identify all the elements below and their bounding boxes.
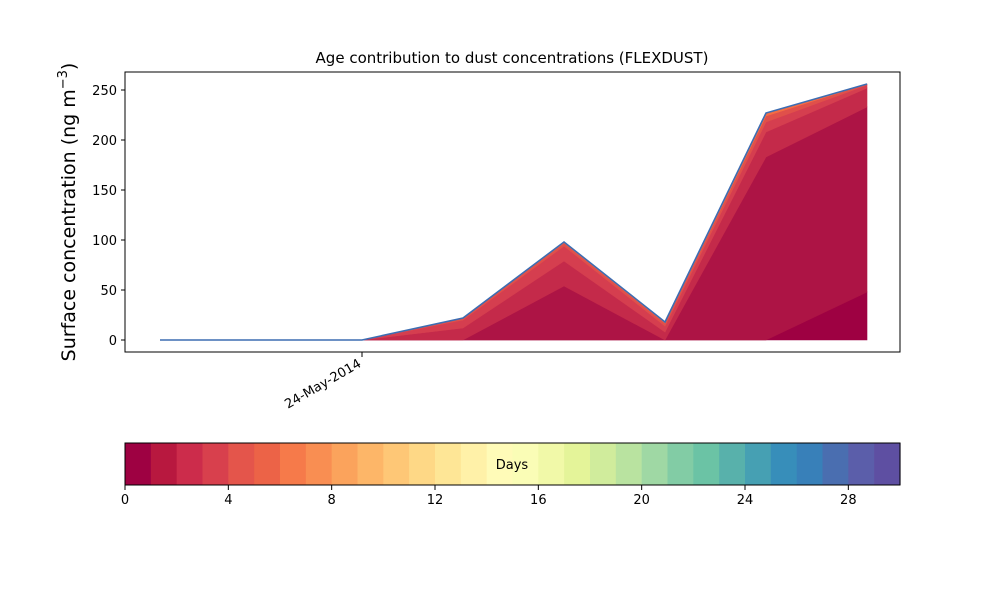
colorbar-swatch <box>460 443 488 485</box>
y-tick-label: 250 <box>92 84 117 99</box>
colorbar-swatch <box>641 443 669 485</box>
colorbar-tick-label: 0 <box>121 493 129 508</box>
colorbar-swatch <box>848 443 875 485</box>
y-tick-label: 100 <box>92 234 117 249</box>
colorbar-swatch <box>693 443 720 485</box>
colorbar-swatch <box>435 443 462 485</box>
colorbar-tick-label: 4 <box>224 493 232 508</box>
colorbar-swatch <box>667 443 694 485</box>
chart-title: Age contribution to dust concentrations … <box>316 49 709 67</box>
colorbar-swatch <box>202 443 229 485</box>
x-tick-label: 24-May-2014 <box>282 356 364 412</box>
y-tick-label: 150 <box>92 184 117 199</box>
colorbar-swatch <box>125 443 152 485</box>
colorbar-swatch <box>331 443 359 485</box>
y-axis-label: Surface concentration (ng m−3) <box>56 63 80 362</box>
colorbar-swatch <box>874 443 901 485</box>
colorbar-swatch <box>305 443 333 485</box>
colorbar-tick-label: 16 <box>530 493 547 508</box>
colorbar-swatch <box>538 443 565 485</box>
colorbar-swatch <box>822 443 849 485</box>
colorbar: 0 4 8 12 16 20 24 28 <box>121 442 901 508</box>
y-tick-label: 200 <box>92 134 117 149</box>
colorbar-tick-label: 8 <box>328 493 336 508</box>
colorbar-swatch <box>719 443 746 485</box>
colorbar-swatch <box>409 443 436 485</box>
colorbar-swatch <box>176 443 204 485</box>
colorbar-swatch <box>770 443 798 485</box>
plot-area <box>160 83 868 341</box>
colorbar-swatch <box>590 443 617 485</box>
colorbar-tick-label: 20 <box>633 493 650 508</box>
colorbar-swatch <box>796 443 824 485</box>
total-line <box>160 83 868 341</box>
colorbar-swatch <box>383 443 410 485</box>
colorbar-tick-label: 12 <box>427 493 444 508</box>
colorbar-swatch <box>280 443 307 485</box>
colorbar-swatch <box>512 443 539 485</box>
colorbar-swatch <box>357 443 384 485</box>
colorbar-tick-label: 28 <box>840 493 857 508</box>
colorbar-swatch <box>150 443 178 485</box>
colorbar-swatch <box>228 443 255 485</box>
colorbar-swatch <box>254 443 281 485</box>
y-tick-label: 0 <box>109 334 117 349</box>
colorbar-tick-label: 24 <box>737 493 754 508</box>
plot-frame <box>124 71 901 353</box>
colorbar-label: Days <box>496 458 529 473</box>
colorbar-swatch <box>745 443 772 485</box>
colorbar-swatch <box>615 443 643 485</box>
y-tick-label: 50 <box>100 284 117 299</box>
colorbar-swatch <box>564 443 591 485</box>
colorbar-frame <box>124 442 901 486</box>
colorbar-swatch <box>486 443 514 485</box>
